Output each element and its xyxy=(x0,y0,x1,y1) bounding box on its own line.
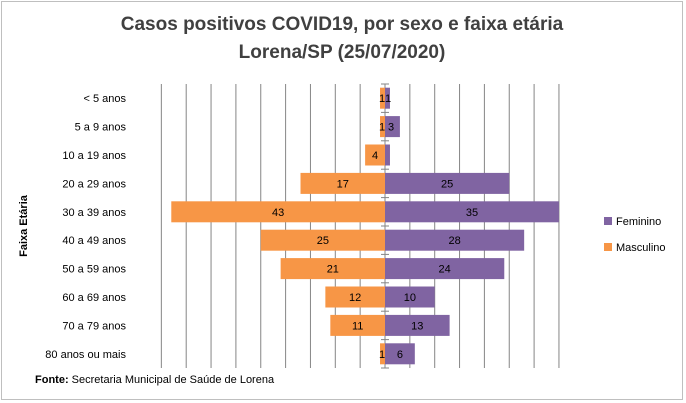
category-label: < 5 anos xyxy=(83,93,126,105)
data-label-feminino: 25 xyxy=(441,178,453,190)
legend: Feminino Masculino xyxy=(604,216,666,254)
bar-masculino xyxy=(260,229,385,251)
data-label-feminino: 24 xyxy=(439,264,451,276)
legend-label: Masculino xyxy=(616,242,666,254)
bar-feminino xyxy=(385,286,435,308)
bar-feminino xyxy=(385,144,390,166)
bar-masculino xyxy=(365,144,385,166)
source-note: Fonte: Secretaria Municipal de Saúde de … xyxy=(35,374,275,386)
data-label-masculino: 12 xyxy=(349,292,361,304)
data-label-feminino: 10 xyxy=(404,292,416,304)
data-label-masculino: 43 xyxy=(272,207,284,219)
data-label-feminino: 13 xyxy=(411,320,423,332)
bars xyxy=(171,87,559,365)
data-label-feminino: 6 xyxy=(397,349,403,361)
data-label-feminino: 35 xyxy=(466,207,478,219)
data-label-feminino: 3 xyxy=(388,122,394,134)
source-text: Secretaria Municipal de Saúde de Lorena xyxy=(69,374,275,386)
bar-masculino xyxy=(380,116,385,138)
category-label: 20 a 29 anos xyxy=(62,178,126,190)
source-label: Fonte: xyxy=(35,374,69,386)
legend-label: Feminino xyxy=(616,216,661,228)
bar-masculino xyxy=(171,201,385,223)
bar-masculino xyxy=(380,343,385,365)
chart-title: Casos positivos COVID19, por sexo e faix… xyxy=(121,14,564,35)
category-label: 5 a 9 anos xyxy=(75,122,127,134)
category-label: 40 a 49 anos xyxy=(62,235,126,247)
bar-feminino xyxy=(385,229,525,251)
bar-feminino xyxy=(385,116,400,138)
gridlines xyxy=(160,83,560,369)
bar-feminino xyxy=(385,201,559,223)
data-label-masculino: 1 xyxy=(379,349,385,361)
data-label-masculino: 1 xyxy=(379,122,385,134)
bar-feminino xyxy=(385,343,415,365)
data-label-masculino: 4 xyxy=(372,150,378,162)
legend-swatch xyxy=(604,243,612,251)
bar-masculino xyxy=(280,258,385,280)
category-label: 30 a 39 anos xyxy=(62,207,126,219)
data-label-masculino: 11 xyxy=(352,320,363,332)
category-label: 70 a 79 anos xyxy=(62,320,126,332)
bar-feminino xyxy=(385,172,510,194)
chart-subtitle: Lorena/SP (25/07/2020) xyxy=(239,42,446,63)
data-label-masculino: 17 xyxy=(337,178,349,190)
bar-feminino xyxy=(385,87,390,109)
data-label-masculino: 25 xyxy=(317,235,329,247)
y-axis-title: Faixa Etária xyxy=(18,194,30,257)
category-label: 10 a 19 anos xyxy=(62,150,126,162)
bar-masculino xyxy=(300,172,385,194)
category-label: 80 anos ou mais xyxy=(45,349,126,361)
data-label-masculino: 1 xyxy=(379,93,385,105)
bar-feminino xyxy=(385,314,450,336)
bar-masculino xyxy=(330,314,385,336)
category-label: 50 a 59 anos xyxy=(62,264,126,276)
category-label: 60 a 69 anos xyxy=(62,292,126,304)
bar-masculino xyxy=(325,286,385,308)
bar-masculino xyxy=(380,87,385,109)
data-label-feminino: 28 xyxy=(448,235,460,247)
data-label-masculino: 21 xyxy=(327,264,339,276)
legend-swatch xyxy=(604,217,612,225)
category-labels: < 5 anos 5 a 9 anos 10 a 19 anos 20 a 29 an… xyxy=(45,93,126,361)
data-label-feminino: 1 xyxy=(385,93,391,105)
bar-feminino xyxy=(385,258,505,280)
